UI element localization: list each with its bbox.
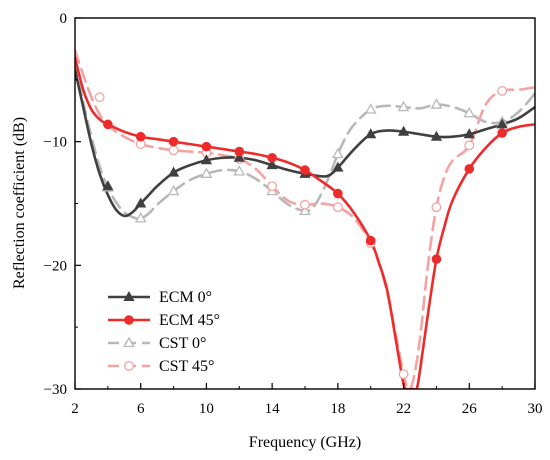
x-tick-label: 18 <box>330 401 345 417</box>
x-tick-label: 2 <box>71 401 79 417</box>
y-tick-label: −20 <box>44 258 67 274</box>
data-point-ecm-0deg <box>200 154 213 165</box>
data-point-ecm-45deg <box>168 136 179 147</box>
data-point-ecm-45deg <box>300 165 310 175</box>
data-point-cst-0deg <box>364 103 377 114</box>
x-tick-label: 14 <box>265 401 281 417</box>
data-point-ecm-45deg <box>464 164 475 174</box>
data-point-cst-0deg <box>463 106 476 118</box>
data-point-cst-0deg <box>299 204 311 216</box>
data-point-cst-45deg <box>300 199 310 210</box>
legend-label: CST 0° <box>159 335 206 352</box>
x-tick-label: 30 <box>528 401 543 417</box>
data-point-ecm-0deg <box>266 159 278 170</box>
data-point-cst-0deg <box>430 98 443 109</box>
data-point-cst-0deg <box>397 100 410 112</box>
data-point-ecm-0deg <box>233 151 245 162</box>
series-line-ecm-45deg <box>75 56 535 389</box>
legend-item-ecm-45deg: ECM 45° <box>108 312 220 329</box>
data-point-ecm-0deg <box>430 130 443 141</box>
legend: ECM 0° ECM 45° CST 0° CST 45° <box>108 289 220 375</box>
x-tick-label: 22 <box>396 401 411 417</box>
data-point-ecm-0deg <box>102 180 114 191</box>
data-point-ecm-0deg <box>463 128 475 139</box>
x-tick-label: 26 <box>462 401 478 417</box>
data-point-cst-0deg <box>233 165 246 176</box>
data-point-ecm-45deg <box>333 188 343 199</box>
legend-swatch-marker <box>123 290 135 301</box>
legend-label: ECM 45° <box>159 312 220 329</box>
data-point-cst-45deg <box>398 369 409 380</box>
y-tick-label: 0 <box>60 11 68 27</box>
y-tick-label: −30 <box>44 382 67 398</box>
data-point-ecm-0deg <box>135 197 147 208</box>
data-point-cst-45deg <box>94 92 105 103</box>
legend-item-cst-0deg: CST 0° <box>108 335 206 352</box>
data-point-cst-0deg <box>332 147 344 159</box>
data-point-ecm-45deg <box>201 141 212 152</box>
legend-label: CST 45° <box>159 358 214 375</box>
data-point-ecm-0deg <box>365 128 377 139</box>
data-point-cst-45deg <box>497 86 508 96</box>
data-point-ecm-0deg <box>397 125 410 136</box>
legend-label: ECM 0° <box>159 289 212 306</box>
legend-swatch-marker <box>124 361 134 371</box>
data-point-ecm-45deg <box>135 131 146 142</box>
x-axis-title: Frequency (GHz) <box>249 434 361 451</box>
data-point-ecm-45deg <box>267 152 277 163</box>
data-point-cst-45deg <box>431 202 442 213</box>
data-point-cst-45deg <box>168 145 179 156</box>
data-point-cst-45deg <box>267 181 278 192</box>
data-point-ecm-45deg <box>497 128 507 138</box>
data-point-ecm-0deg <box>332 161 344 172</box>
legend-swatch-marker <box>124 315 134 325</box>
data-point-ecm-45deg <box>365 235 376 246</box>
data-point-cst-0deg <box>167 184 180 196</box>
legend-item-ecm-0deg: ECM 0° <box>108 289 212 306</box>
data-point-ecm-45deg <box>431 254 442 264</box>
x-tick-label: 10 <box>199 401 214 417</box>
data-point-ecm-0deg <box>496 118 508 129</box>
marker-layer <box>94 86 508 380</box>
data-point-cst-0deg <box>200 167 213 178</box>
legend-item-cst-45deg: CST 45° <box>108 358 214 375</box>
y-tick-label: −10 <box>44 135 67 151</box>
x-tick-label: 6 <box>137 401 145 417</box>
data-point-ecm-0deg <box>167 166 180 177</box>
data-point-ecm-45deg <box>234 146 245 157</box>
legend-swatch-marker <box>123 336 135 348</box>
data-point-cst-45deg <box>464 140 475 151</box>
data-point-cst-45deg <box>332 202 343 213</box>
data-point-cst-0deg <box>134 212 147 223</box>
y-axis-title: Reflection coefficient (dB) <box>11 117 28 289</box>
axis-layer: 2 6 10 14 18 22 26 300−10−20−30 <box>44 11 543 417</box>
data-point-ecm-45deg <box>103 119 113 130</box>
